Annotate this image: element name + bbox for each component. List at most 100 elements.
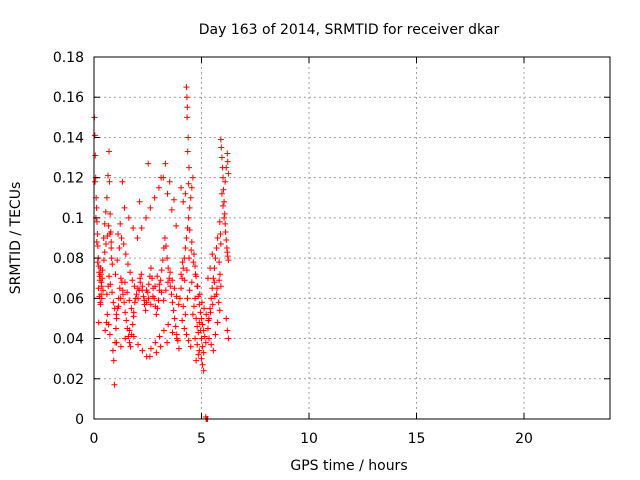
data-point [143,287,150,294]
x-tick-label: 5 [197,431,206,447]
data-point [185,180,192,187]
data-point [207,265,214,272]
data-point [147,204,154,211]
axis-ticks [93,56,610,420]
data-point [186,164,193,171]
data-point [213,245,220,252]
data-point [193,357,200,364]
data-point [121,299,128,306]
data-point [173,222,180,229]
data-point [106,273,113,280]
data-point [137,275,144,282]
data-point [95,319,102,326]
data-point [130,333,137,340]
data-point [121,279,128,286]
data-point [171,285,178,292]
data-point [211,293,218,300]
data-point [173,335,180,342]
data-point [203,311,210,318]
data-point [196,347,203,354]
data-point [168,206,175,213]
data-point [175,345,182,352]
data-point [108,239,115,246]
data-point [146,353,153,360]
data-point [208,341,215,348]
data-point [204,275,211,282]
data-point [164,339,171,346]
y-tick-label: 0.16 [53,90,84,106]
data-point [214,235,221,241]
data-point [225,335,232,342]
data-point [192,271,199,278]
data-point [214,319,221,326]
data-point [220,202,226,209]
data-point [197,309,204,316]
data-point [216,259,223,266]
data-point [188,184,195,191]
data-point [221,210,228,217]
data-point [183,331,190,338]
data-point [110,357,117,364]
data-point [115,303,122,310]
data-point [101,249,108,256]
data-point [170,307,177,314]
data-point [99,267,106,274]
y-axis-label: SRMTID / TECUs [8,182,24,295]
data-point [101,220,108,227]
data-point [94,218,101,225]
data-point [108,255,115,262]
data-point [164,255,171,262]
data-point [116,245,123,252]
data-point [121,204,128,211]
data-point [98,291,105,298]
data-point [160,327,167,334]
data-point [109,347,116,354]
y-tick-label: 0.04 [53,332,84,348]
data-point [113,311,120,318]
data-point [192,263,199,270]
data-point [125,333,132,340]
data-point [183,94,190,101]
data-point [212,331,219,338]
chart-title: Day 163 of 2014, SRMTID for receiver dka… [199,22,500,38]
data-point [158,267,165,274]
data-point [223,164,230,171]
data-point [92,178,99,185]
data-point [224,158,231,165]
data-point [100,257,107,264]
data-point [183,235,190,241]
data-point [161,235,168,241]
data-point [151,194,158,201]
data-point [127,343,134,350]
data-point [102,327,109,334]
data-point [92,152,99,159]
data-point [149,275,156,282]
data-point [178,184,185,191]
data-point [117,275,124,282]
data-point [155,184,162,191]
data-point [115,230,122,237]
data-point [109,289,116,296]
data-point [168,291,175,298]
data-point [179,317,186,324]
data-point [117,220,124,227]
data-point [125,214,132,221]
data-point [109,261,116,268]
x-tick-label: 20 [515,431,533,447]
data-point [123,317,130,324]
data-point [106,178,113,185]
data-point [217,136,224,143]
data-point [225,257,232,264]
data-point [149,293,156,300]
data-point [122,335,129,342]
data-point [171,315,178,322]
data-point [167,283,174,290]
data-point [98,283,105,290]
data-point [184,114,191,121]
data-point [147,265,154,272]
data-point [102,208,109,215]
data-point [190,259,197,266]
data-point [138,224,145,231]
data-point [222,220,229,227]
data-point [185,214,192,221]
